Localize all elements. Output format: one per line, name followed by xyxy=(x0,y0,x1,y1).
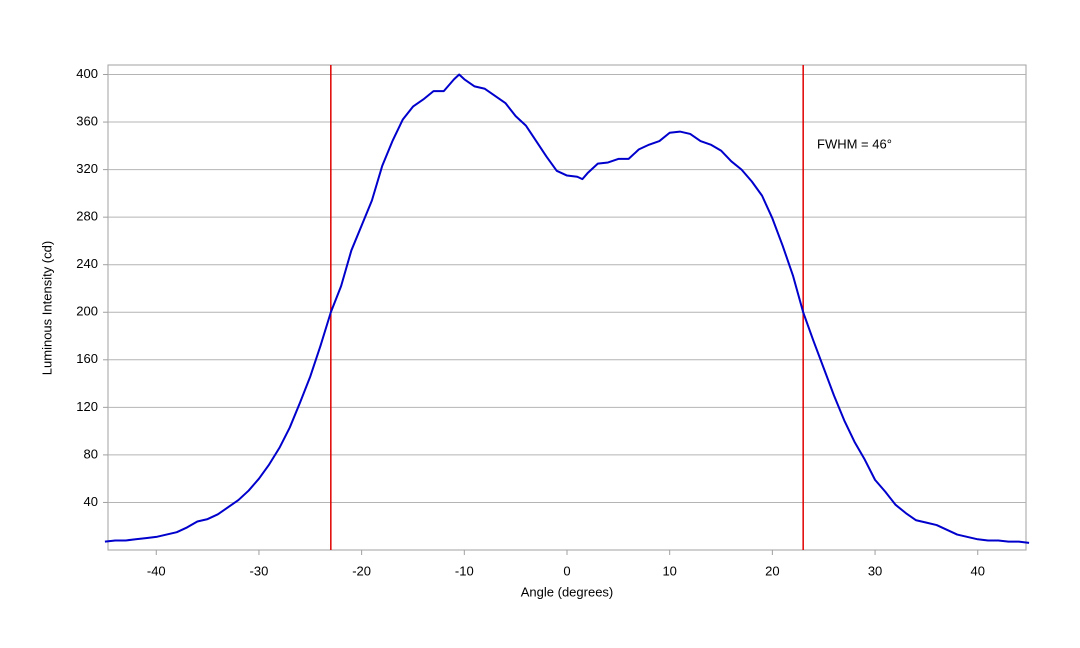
x-tick-label: -40 xyxy=(147,563,166,578)
y-tick-label: 400 xyxy=(76,66,98,81)
x-axis-label: Angle (degrees) xyxy=(521,584,614,599)
x-tick-label: 20 xyxy=(765,563,779,578)
y-tick-label: 200 xyxy=(76,304,98,319)
y-tick-label: 320 xyxy=(76,161,98,176)
x-tick-label: 40 xyxy=(971,563,985,578)
data-line xyxy=(104,73,1030,544)
y-tick-label: 160 xyxy=(76,351,98,366)
x-tick-label: 30 xyxy=(868,563,882,578)
y-tick-label: 240 xyxy=(76,256,98,271)
x-tick-label: -20 xyxy=(352,563,371,578)
x-tick-label: -30 xyxy=(250,563,269,578)
y-tick-label: 40 xyxy=(84,494,98,509)
x-tick-label: 0 xyxy=(563,563,570,578)
y-tick-label: 360 xyxy=(76,113,98,128)
annotation: FWHM = 46° xyxy=(817,136,892,151)
y-tick-label: 120 xyxy=(76,399,98,414)
x-tick-label: -10 xyxy=(455,563,474,578)
y-axis-label: Luminous Intensity (cd) xyxy=(39,241,54,375)
y-tick-label: 280 xyxy=(76,209,98,224)
x-tick-label: 10 xyxy=(662,563,676,578)
y-tick-label: 80 xyxy=(84,446,98,461)
